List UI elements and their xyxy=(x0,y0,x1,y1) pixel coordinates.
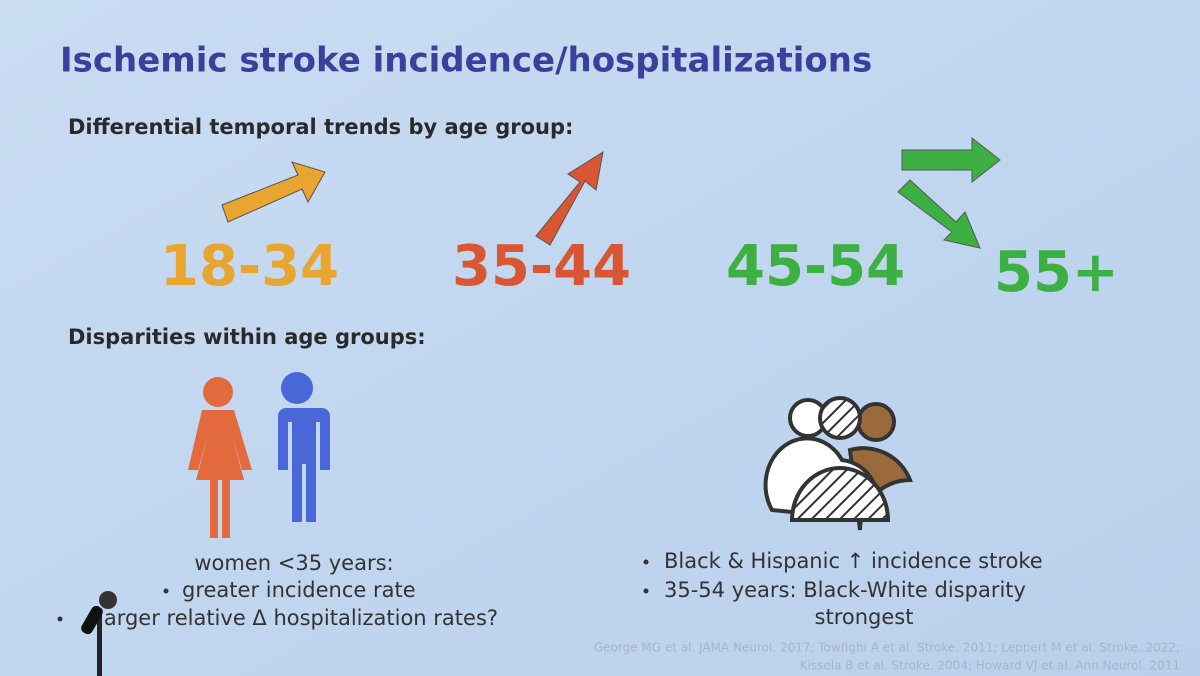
bullet-text: Black & Hispanic ↑ incidence stroke xyxy=(664,549,1043,573)
group-icon xyxy=(763,396,913,531)
bullet-text: greater incidence rate xyxy=(182,578,416,602)
woman-icon xyxy=(188,377,252,538)
age-group: 18-34 xyxy=(160,234,339,299)
bullet-text: 35-54 years: Black-White disparity strong… xyxy=(664,578,1026,629)
microphone xyxy=(81,591,117,676)
man-icon xyxy=(272,372,330,522)
age-group: 55+ xyxy=(994,240,1119,305)
title: Ischemic stroke incidence/hospitalizatio… xyxy=(60,41,872,81)
bullet xyxy=(643,559,649,565)
age-group: 45-54 xyxy=(726,234,905,299)
bullet xyxy=(57,616,63,622)
age-group: 35-44 xyxy=(452,234,631,299)
lead-text: women <35 years: xyxy=(194,551,393,575)
disparities-heading: Disparities within age groups: xyxy=(68,325,426,349)
bullet-text: larger relative Δ hospitalization rates? xyxy=(98,606,498,630)
bullet xyxy=(643,588,649,594)
arrows xyxy=(221,136,1001,249)
citation: George MG et al. JAMA Neurol. 2017; Towf… xyxy=(594,641,1180,655)
citation: Kissela B et al. Stroke. 2004; Howard VJ… xyxy=(800,659,1180,673)
trends-heading: Differential temporal trends by age grou… xyxy=(68,115,573,139)
bullet xyxy=(163,588,169,594)
